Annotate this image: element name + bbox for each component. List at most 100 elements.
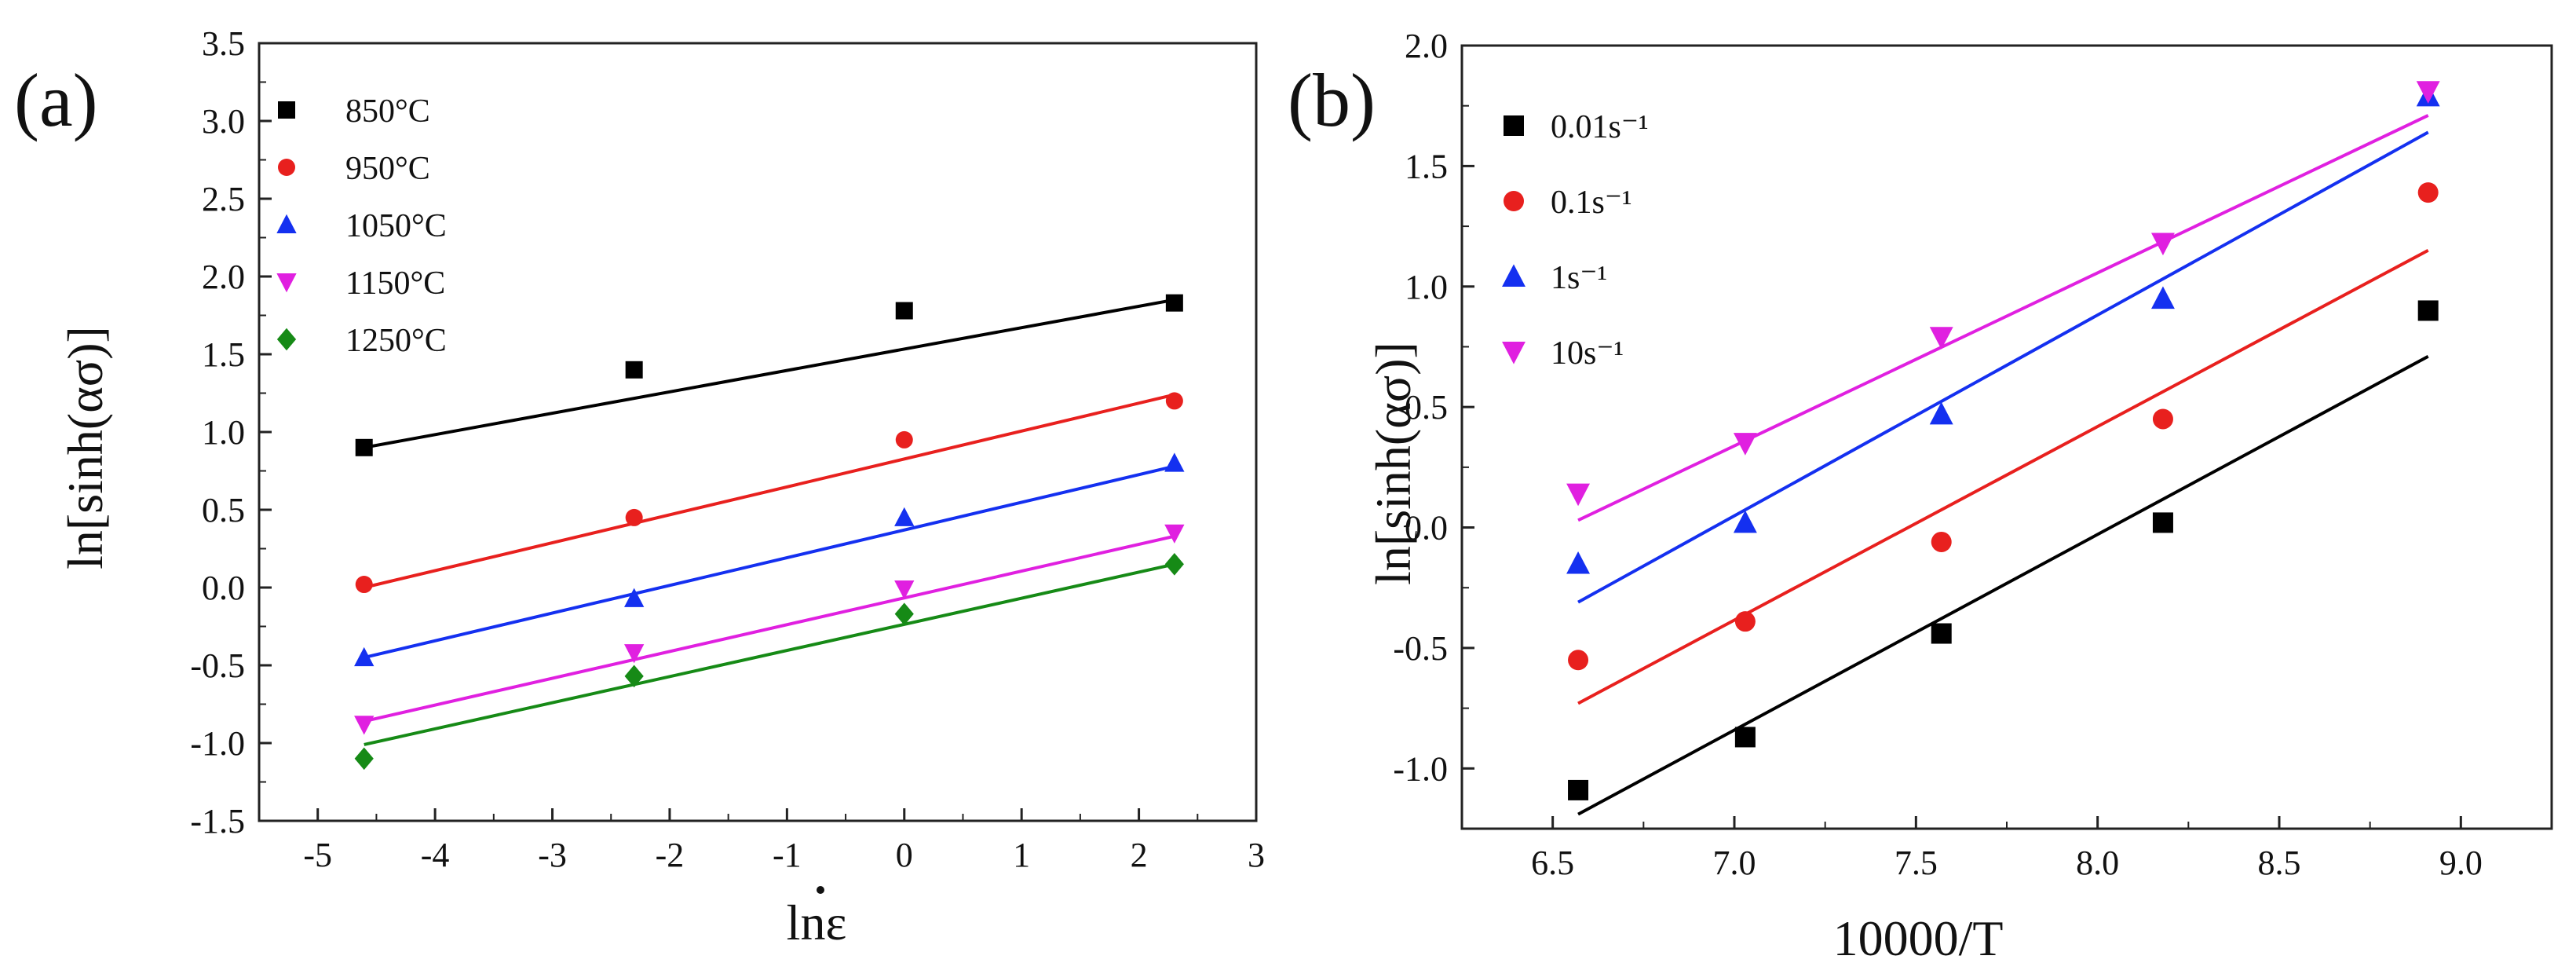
panel-b-y-tick-label: 0.0	[1405, 509, 1448, 547]
panel-a-point-s0-0	[355, 438, 373, 456]
panel-a-x-tick-label: -1	[773, 836, 802, 874]
panel-a-y-tick-label: 1.0	[202, 413, 245, 452]
panel-a-y-tick-label: -1.5	[190, 802, 245, 840]
panel-a-x-tick-label: -5	[303, 836, 332, 874]
panel-b-y-tick-label: 2.0	[1405, 27, 1448, 65]
panel-b-point-s0-1	[1734, 727, 1756, 748]
panel-a-legend-label-2: 1050°C	[345, 208, 447, 244]
panel-b-y-tick-label: 1.0	[1405, 268, 1448, 306]
panel-b-point-s3-4	[2416, 81, 2440, 104]
panel-a-legend-marker-0	[278, 101, 295, 119]
panel-a-fit-line-4	[364, 562, 1175, 746]
panel-a-legend-marker-2	[276, 214, 297, 233]
panel-a-point-s4-1	[624, 665, 644, 688]
panel-a-legend-marker-4	[276, 328, 297, 351]
panel-a-y-tick-label: 3.0	[202, 102, 245, 141]
panel-a-legend-label-4: 1250°C	[345, 323, 447, 359]
panel-a-fit-line-2	[364, 464, 1175, 660]
panel-b-point-s1-4	[2417, 182, 2439, 203]
panel-b-fit-line-0	[1577, 354, 2429, 816]
panel-b-x-tick-label: 7.0	[1713, 844, 1756, 882]
panel-a-x-tick-label: 2	[1131, 836, 1148, 874]
panel-a-x-axis-label: lnε	[787, 895, 847, 950]
panel-b-y-axis-label: ln[sinh(ασ)]	[1365, 342, 1421, 585]
panel-b-legend-label-2: 1s⁻¹	[1551, 260, 1607, 296]
panel-b-fit-line-3	[1577, 114, 2429, 522]
panel-a-x-tick-label: -3	[538, 836, 567, 874]
panel-a-x-tick-label: 1	[1013, 836, 1030, 874]
panel-b-point-s2-1	[1733, 510, 1757, 533]
panel-a-point-s1-1	[625, 508, 643, 526]
panel-a-fit-line-3	[364, 534, 1175, 723]
panel-b-legend-marker-3	[1502, 342, 1526, 364]
panel-a-point-s2-1	[624, 588, 645, 607]
panel-b-fit-line-2	[1577, 130, 2429, 604]
panel-b-point-s3-2	[1929, 327, 1953, 350]
panel-a-x-tick-label: 0	[896, 836, 913, 874]
panel-a-point-s2-3	[1164, 452, 1185, 472]
panel-b-point-s0-4	[2417, 300, 2439, 321]
panel-a-point-s2-2	[894, 507, 915, 526]
panel-b-fit-line-1	[1577, 248, 2429, 705]
panel-b-point-s0-0	[1568, 779, 1589, 800]
panel-a-legend-marker-3	[276, 273, 297, 293]
panel-a-xlabel-dot	[817, 886, 824, 894]
panel-b-label: (b)	[1288, 58, 1376, 142]
panel-a-point-s4-3	[1164, 553, 1184, 576]
panel-a-point-s1-3	[1165, 392, 1183, 410]
panel-a: (a) lnε ln[sinh(ασ)] -5 -4 -3 -2 -1 0 1 2 3 -1.5 -…	[14, 24, 1265, 950]
panel-b-y-tick-label: 1.5	[1405, 147, 1448, 185]
panel-a-point-s3-2	[894, 580, 915, 600]
panel-a-y-tick-label: -0.5	[190, 646, 245, 685]
panel-b-x-tick-label: 6.5	[1531, 844, 1574, 882]
panel-a-y-tick-label: 1.5	[202, 335, 245, 374]
panel-b-x-tick-label: 9.0	[2439, 844, 2483, 882]
panel-b-legend-label-3: 10s⁻¹	[1551, 335, 1624, 372]
panel-a-point-s4-2	[894, 602, 914, 625]
panel-a-point-s0-2	[895, 302, 913, 320]
panel-a-legend-label-0: 850°C	[345, 93, 430, 130]
panel-b-point-s2-3	[2150, 286, 2175, 309]
panel-b-point-s3-0	[1566, 483, 1591, 507]
panel-a-y-tick-label: 2.5	[202, 180, 245, 218]
panel-a-legend-label-1: 950°C	[345, 151, 430, 187]
panel-b-x-tick-label: 7.5	[1895, 844, 1938, 882]
panel-b-legend-marker-1	[1504, 191, 1524, 211]
panel-b-legend-label-0: 0.01s⁻¹	[1551, 109, 1649, 145]
panel-a-y-tick-label: 0.5	[202, 491, 245, 529]
panel-a-legend-label-3: 1150°C	[345, 265, 445, 302]
panel-a-point-s1-2	[895, 430, 913, 449]
panel-a-point-s3-3	[1164, 524, 1185, 544]
panel-b-point-s1-0	[1568, 650, 1589, 671]
panel-a-point-s3-1	[624, 644, 645, 664]
panel-a-point-s0-3	[1165, 294, 1183, 312]
panel-b-legend-marker-0	[1504, 115, 1524, 136]
panel-b-y-tick-label: -1.0	[1393, 749, 1448, 788]
panel-b-legend-marker-2	[1502, 264, 1526, 287]
panel-b-point-s0-3	[2152, 512, 2173, 533]
panel-a-y-tick-label: 3.5	[202, 24, 245, 63]
panel-b-point-s2-2	[1929, 401, 1953, 425]
panel-a-y-tick-label: 2.0	[202, 258, 245, 296]
panel-b-point-s1-2	[1931, 531, 1952, 552]
panel-a-point-s3-0	[354, 716, 375, 735]
panel-b-y-tick-label: 0.5	[1405, 388, 1448, 427]
panel-b-point-s1-3	[2152, 408, 2173, 430]
panel-b: (b) 10000/T ln[sinh(ασ)] 6.5 7.0 7.5 8.0 8.5…	[1288, 27, 2553, 966]
panel-a-label: (a)	[14, 58, 98, 142]
panel-a-legend-marker-1	[278, 159, 295, 176]
panel-a-point-s2-0	[354, 646, 375, 667]
panel-a-point-s1-0	[355, 576, 373, 594]
panel-a-fit-line-1	[364, 393, 1175, 589]
panel-b-point-s1-1	[1734, 611, 1756, 632]
panel-b-legend-label-1: 0.1s⁻¹	[1551, 185, 1632, 221]
panel-a-point-s0-1	[625, 361, 643, 379]
panel-b-point-s3-3	[2150, 233, 2175, 256]
panel-b-point-s0-2	[1931, 623, 1952, 644]
panel-a-fit-line-0	[364, 298, 1175, 449]
panel-a-y-tick-label: -1.0	[190, 724, 245, 763]
panel-a-y-tick-label: 0.0	[202, 569, 245, 607]
panel-a-x-tick-label: 3	[1248, 836, 1265, 874]
panel-a-x-tick-label: -2	[656, 836, 685, 874]
